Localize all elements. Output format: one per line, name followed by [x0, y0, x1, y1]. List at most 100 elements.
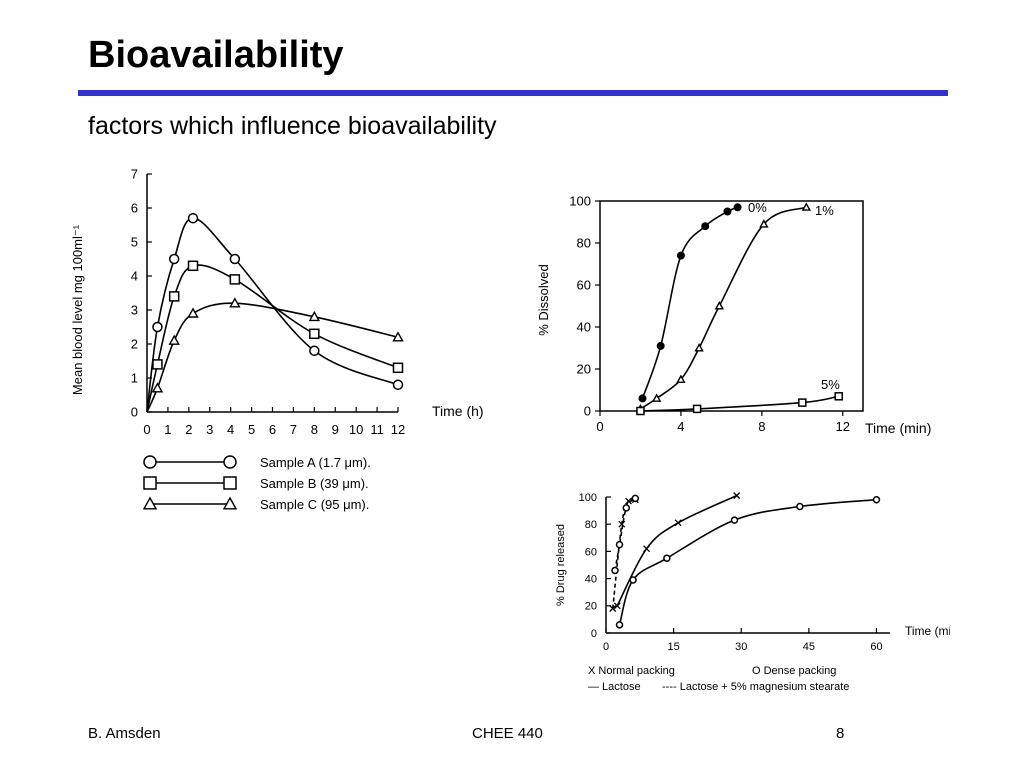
slide-title: Bioavailability — [88, 34, 344, 76]
axes: 0 15 30 45 60 0 20 40 60 80 100 Time (min) % Drug re… — [555, 492, 950, 653]
x-tick-label: 2 — [185, 422, 192, 437]
legend-label: ---- Lactose + 5% magnesium stearate — [662, 681, 849, 693]
data-point — [611, 566, 619, 575]
series-1 — [613, 492, 741, 610]
y-tick-label: 1 — [131, 371, 138, 386]
y-tick-label: 20 — [577, 362, 591, 377]
data-point — [796, 502, 804, 511]
x-tick-label: 12 — [391, 422, 405, 437]
data-point — [631, 494, 640, 503]
series-line — [641, 206, 738, 399]
data-point — [625, 497, 632, 505]
data-point — [168, 253, 180, 265]
x-tick-label: 0 — [603, 641, 609, 653]
data-point — [615, 540, 624, 549]
x-axis-label: Time (min) — [865, 420, 931, 436]
y-tick-label: 0 — [131, 405, 138, 420]
series-3 — [146, 297, 404, 413]
x-tick-label: 1 — [164, 422, 171, 437]
data-point — [701, 222, 710, 231]
legend-marker — [142, 496, 158, 510]
series-line — [640, 395, 839, 412]
y-tick-label: 100 — [569, 194, 591, 209]
series-line — [616, 494, 738, 607]
series-4 — [611, 494, 640, 575]
x-tick-label: 8 — [311, 422, 318, 437]
y-tick-label: 20 — [585, 601, 597, 613]
data-point — [723, 207, 732, 216]
data-point — [651, 393, 662, 402]
data-point — [168, 334, 180, 345]
title-divider — [78, 90, 948, 96]
legend: X Normal packing O Dense packing — Lactose… — [588, 665, 849, 693]
legend-label: X Normal packing — [588, 665, 675, 677]
data-point — [676, 374, 686, 384]
legend-label: Sample C (95 μm). — [260, 497, 369, 512]
x-tick-label: 11 — [370, 422, 384, 437]
y-tick-label: 60 — [577, 278, 591, 293]
slide-subtitle: factors which influence bioavailability — [88, 112, 497, 140]
data-point — [392, 362, 404, 374]
y-tick-label: 0 — [584, 404, 591, 419]
series-label: 1% — [815, 203, 834, 218]
y-tick-label: 4 — [131, 269, 138, 284]
y-axis-label: % Dissolved — [536, 264, 551, 336]
dissolution-chart: 0 4 8 12 0 20 40 60 80 100 Time (min) % Dissolved 0%… — [536, 194, 931, 436]
x-tick-label: 45 — [803, 641, 815, 653]
data-point — [629, 576, 637, 584]
footer-course: CHEE 440 — [472, 725, 543, 742]
data-point — [692, 404, 702, 414]
legend-marker — [223, 476, 237, 490]
series-line — [640, 206, 807, 410]
y-tick-label: 3 — [131, 303, 138, 318]
footer-page-number: 8 — [836, 725, 845, 742]
data-point — [663, 554, 671, 562]
data-point — [694, 343, 704, 352]
y-tick-label: 5 — [131, 235, 138, 250]
data-point — [187, 260, 199, 272]
x-tick-label: 3 — [206, 422, 213, 437]
drug-release-chart: 0 15 30 45 60 0 20 40 60 80 100 Time (min) % Drug re… — [555, 492, 950, 693]
series-line — [146, 217, 399, 413]
data-point — [801, 202, 812, 211]
legend-label: — Lactose — [588, 681, 641, 693]
x-axis-label: Time (h) — [432, 403, 484, 419]
series-1 — [146, 212, 404, 413]
series-3 — [636, 392, 843, 416]
x-tick-label: 5 — [248, 422, 255, 437]
y-tick-label: 40 — [577, 320, 591, 335]
data-point — [674, 519, 682, 527]
legend-label: O Dense packing — [752, 665, 836, 677]
data-point — [392, 331, 404, 342]
x-tick-label: 9 — [332, 422, 339, 437]
x-tick-label: 7 — [290, 422, 297, 437]
y-tick-label: 100 — [579, 492, 597, 504]
data-point — [308, 310, 321, 322]
legend-marker — [143, 455, 157, 469]
data-point — [834, 392, 843, 401]
data-point — [872, 495, 881, 504]
legend-label: Sample A (1.7 μm). — [260, 455, 371, 470]
data-point — [643, 545, 651, 553]
x-tick-label: 4 — [677, 419, 684, 434]
x-tick-label: 0 — [143, 422, 150, 437]
data-point — [309, 345, 320, 357]
series-label: 5% — [821, 377, 840, 392]
data-point — [733, 203, 742, 212]
legend-marker — [222, 496, 238, 510]
x-tick-label: 4 — [227, 422, 234, 437]
data-point — [152, 321, 163, 333]
data-point — [187, 307, 199, 318]
data-point — [168, 291, 180, 302]
data-point — [622, 504, 631, 512]
legend: Sample A (1.7 μm). Sample B (39 μm). Sampl… — [142, 455, 371, 512]
data-point — [638, 394, 647, 403]
y-axis-label: Mean blood level mg 100ml⁻¹ — [70, 224, 85, 395]
data-point — [229, 253, 241, 265]
data-point — [609, 605, 617, 612]
data-point — [676, 251, 685, 260]
data-point — [618, 520, 626, 528]
data-point — [613, 602, 621, 610]
legend-marker — [143, 476, 157, 490]
